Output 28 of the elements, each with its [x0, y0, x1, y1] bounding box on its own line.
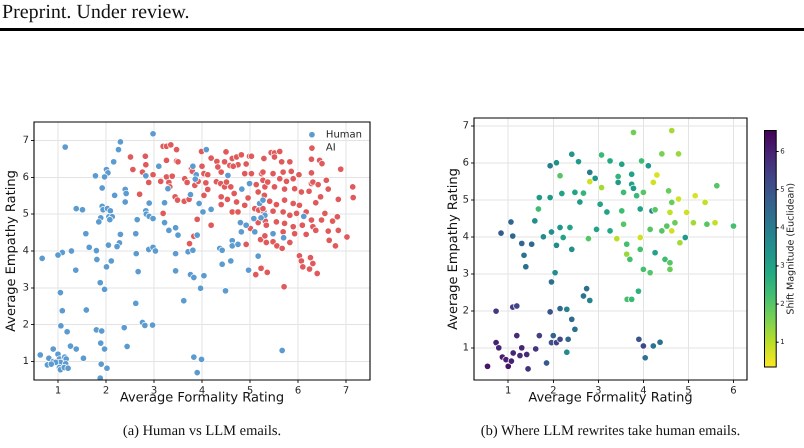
- y-tick-label: 5: [462, 194, 469, 206]
- x-tick-label: 6: [730, 386, 737, 397]
- text: (b) Where LLM rewrites take human emails.: [480, 423, 740, 440]
- legend-label: AI: [326, 142, 336, 154]
- color-bar-title: Shift Magnitude (Euclidean): [786, 182, 797, 315]
- y-axis-title: Average Empathy Rating: [4, 170, 20, 332]
- y-tick-label: 5: [22, 208, 29, 220]
- y-tick-label: 1: [462, 342, 469, 354]
- y-tick-label: 1: [22, 356, 29, 368]
- y-tick-label: 4: [462, 231, 469, 242]
- y-tick-label: 2: [22, 319, 29, 330]
- y-tick-label: 7: [462, 120, 469, 132]
- y-tick-label: 3: [462, 268, 469, 280]
- y-tick-label: 4: [22, 246, 29, 257]
- y-tick-label: 2: [462, 305, 469, 316]
- y-tick-label: 6: [462, 157, 469, 168]
- x-tick-label: 1: [54, 386, 62, 397]
- y-tick-label: 6: [22, 172, 29, 183]
- text: Preprint. Under review.: [2, 1, 190, 24]
- x-tick-label: 7: [342, 386, 350, 397]
- x-tick-label: 2: [102, 386, 110, 397]
- legend-label: Human: [326, 129, 362, 140]
- y-tick-label: 7: [22, 135, 29, 146]
- text: (a) Human vs LLM emails.: [122, 423, 282, 440]
- y-axis-title: Average Empathy Rating: [446, 168, 462, 330]
- x-tick-label: 6: [294, 386, 302, 397]
- y-tick-label: 3: [22, 282, 29, 294]
- x-tick-label: 1: [505, 386, 512, 397]
